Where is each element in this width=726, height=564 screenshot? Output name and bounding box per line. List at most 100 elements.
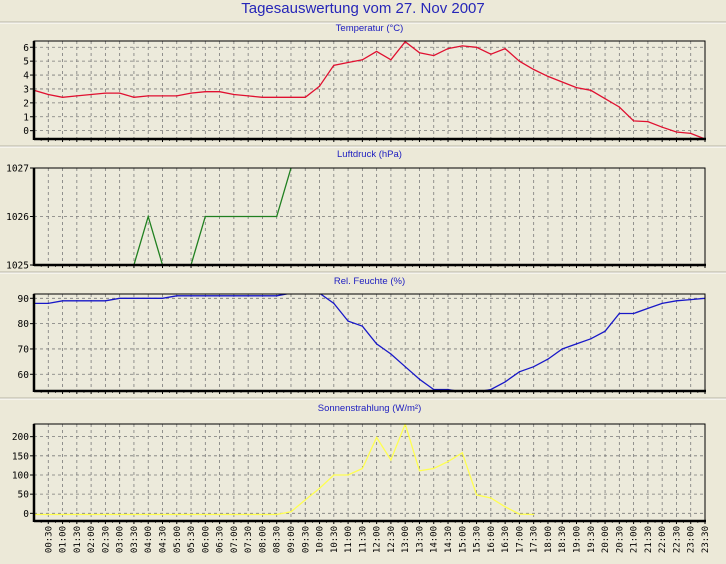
x-tick-label: 18:30 — [558, 526, 568, 553]
data-point — [547, 358, 549, 360]
data-point — [561, 81, 563, 83]
data-point — [190, 513, 192, 516]
data-point — [247, 295, 249, 297]
y-tick-label: 150 — [12, 451, 29, 462]
data-point — [661, 126, 663, 128]
data-point — [204, 295, 206, 297]
chart-3: Sonnenstrahlung (W/m²) 0 50 100 150 200 00:30 0… — [0, 397, 726, 553]
data-point — [304, 96, 306, 98]
y-tick-label: 100 — [12, 470, 29, 481]
data-point — [690, 298, 692, 301]
x-tick-label: 13:00 — [401, 526, 411, 553]
y-tick-label: 0 — [23, 126, 29, 137]
x-tick-label: 14:30 — [444, 526, 454, 553]
x-tick-label: 15:30 — [473, 526, 483, 553]
data-point — [433, 467, 435, 470]
x-tick-label: 21:30 — [644, 526, 654, 553]
data-point — [361, 59, 363, 61]
data-point — [61, 96, 64, 98]
x-tick-label: 11:00 — [344, 526, 354, 553]
y-tick-label: 70 — [18, 344, 30, 355]
x-tick-label: 04:00 — [144, 526, 154, 553]
data-point — [575, 86, 578, 89]
data-point — [76, 95, 78, 97]
data-point — [376, 343, 378, 345]
data-point — [76, 300, 78, 302]
y-tick-label: 3 — [23, 84, 29, 95]
data-point — [675, 300, 678, 302]
data-point — [675, 131, 678, 133]
data-point — [218, 215, 221, 218]
data-point — [261, 295, 264, 297]
data-point — [376, 50, 378, 53]
x-tick-label: 22:30 — [672, 526, 682, 553]
x-tick-label: 11:30 — [358, 526, 368, 553]
data-point — [604, 98, 606, 100]
chart-0: Temperatur (°C) 0 1 2 3 4 5 6 — [0, 21, 726, 142]
x-tick-label: 17:30 — [530, 526, 540, 553]
y-tick-label: 80 — [18, 319, 30, 330]
data-point — [261, 513, 264, 516]
data-point — [104, 513, 106, 516]
data-point — [204, 91, 206, 93]
data-point — [304, 499, 306, 501]
data-point — [318, 487, 321, 490]
data-point — [490, 53, 492, 55]
data-point — [133, 96, 135, 98]
data-point — [533, 513, 535, 516]
series-line — [34, 424, 534, 516]
data-point — [518, 371, 521, 373]
data-point — [318, 85, 321, 87]
data-point — [90, 300, 92, 302]
data-point — [575, 343, 578, 345]
plot-area — [34, 294, 705, 391]
plot-area — [34, 41, 705, 139]
chart-2: Rel. Feuchte (%) 60 70 80 90 — [0, 271, 726, 394]
x-tick-label: 19:00 — [573, 526, 583, 553]
x-tick-label: 06:00 — [201, 526, 211, 553]
data-point — [90, 93, 92, 96]
data-point — [61, 300, 64, 302]
x-tick-label: 20:30 — [615, 526, 625, 553]
x-tick-label: 21:00 — [630, 526, 640, 553]
data-point — [261, 215, 264, 218]
data-point — [218, 513, 221, 516]
x-tick-label: 13:30 — [415, 526, 425, 553]
chart-title: Temperatur (°C) — [336, 23, 404, 34]
x-tick-label: 15:00 — [458, 526, 468, 553]
data-point — [290, 511, 292, 513]
x-tick-label: 20:00 — [601, 526, 611, 553]
data-point — [690, 132, 692, 135]
data-point — [404, 366, 406, 368]
x-tick-label: 23:30 — [701, 526, 711, 553]
data-point — [61, 513, 64, 516]
data-point — [447, 48, 449, 50]
x-tick-label: 17:00 — [515, 526, 525, 553]
data-point — [133, 513, 135, 516]
data-point — [233, 513, 235, 516]
y-tick-label: 4 — [23, 71, 29, 82]
chart-1: Luftdruck (hPa) 1025 1026 1027 — [0, 145, 726, 272]
x-tick-label: 00:30 — [44, 526, 54, 553]
x-tick-label: 01:30 — [73, 526, 83, 553]
x-tick-label: 07:00 — [230, 526, 240, 553]
data-point — [76, 513, 78, 516]
data-point — [90, 513, 92, 516]
x-tick-label: 18:00 — [544, 526, 554, 553]
x-tick-label: 16:00 — [487, 526, 497, 553]
data-point — [133, 297, 135, 299]
x-tick-label: 03:00 — [116, 526, 126, 553]
data-point — [361, 325, 363, 327]
data-point — [218, 91, 221, 93]
y-tick-label: 200 — [12, 432, 29, 443]
x-tick-label: 16:30 — [501, 526, 511, 553]
x-tick-label: 08:00 — [258, 526, 268, 553]
x-tick-label: 10:00 — [316, 526, 326, 553]
x-tick-label: 22:00 — [658, 526, 668, 553]
y-tick-label: 6 — [23, 43, 29, 54]
data-point — [119, 297, 121, 299]
data-point — [161, 297, 164, 299]
data-point — [418, 52, 421, 54]
data-point — [533, 68, 535, 71]
x-tick-label: 07:30 — [244, 526, 254, 553]
